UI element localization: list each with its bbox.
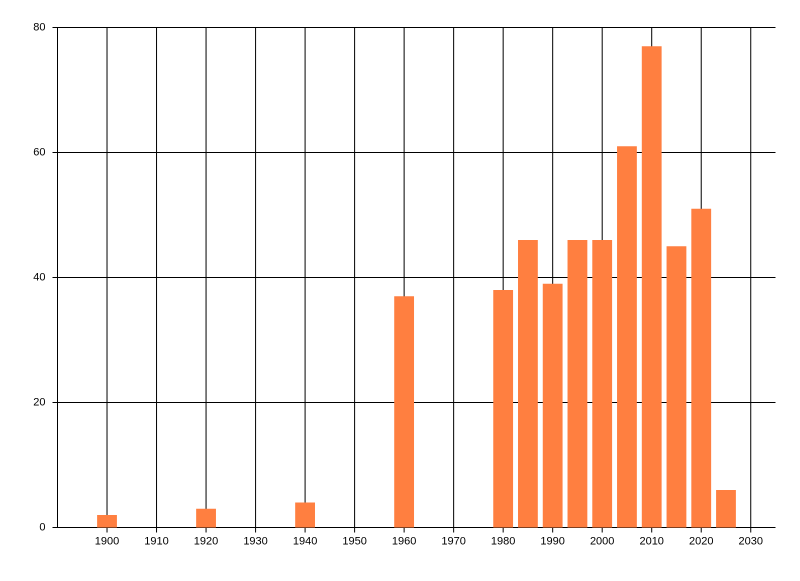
bar <box>196 508 216 528</box>
bar <box>641 46 662 528</box>
bar <box>542 283 563 528</box>
bar <box>97 515 117 528</box>
bar <box>493 290 514 528</box>
bar <box>592 240 613 528</box>
bar <box>394 296 415 528</box>
bar <box>518 240 538 528</box>
x-tick-label: 2030 <box>738 535 762 547</box>
x-tick-label: 1900 <box>95 535 119 547</box>
x-tick-label: 1930 <box>243 535 267 547</box>
x-tick-label: 1990 <box>540 535 564 547</box>
x-tick-label: 2000 <box>590 535 614 547</box>
x-tick-label: 1940 <box>293 535 317 547</box>
y-tick-label: 0 <box>39 521 45 533</box>
bar <box>716 490 736 528</box>
y-tick-label: 80 <box>33 21 45 33</box>
x-tick-label: 1970 <box>441 535 465 547</box>
bar <box>567 240 588 528</box>
x-tick-label: 1920 <box>194 535 218 547</box>
y-tick-label: 20 <box>33 396 45 408</box>
bar <box>666 246 687 528</box>
y-tick-label: 60 <box>33 146 45 158</box>
bar <box>691 208 712 528</box>
x-tick-label: 2010 <box>639 535 663 547</box>
x-tick-label: 1980 <box>491 535 515 547</box>
x-tick-label: 2020 <box>689 535 713 547</box>
x-tick-label: 1910 <box>144 535 168 547</box>
x-tick-label: 1960 <box>392 535 416 547</box>
x-tick-label: 1950 <box>342 535 366 547</box>
y-tick-label: 40 <box>33 271 45 283</box>
bar <box>617 146 637 528</box>
bar <box>295 502 315 528</box>
